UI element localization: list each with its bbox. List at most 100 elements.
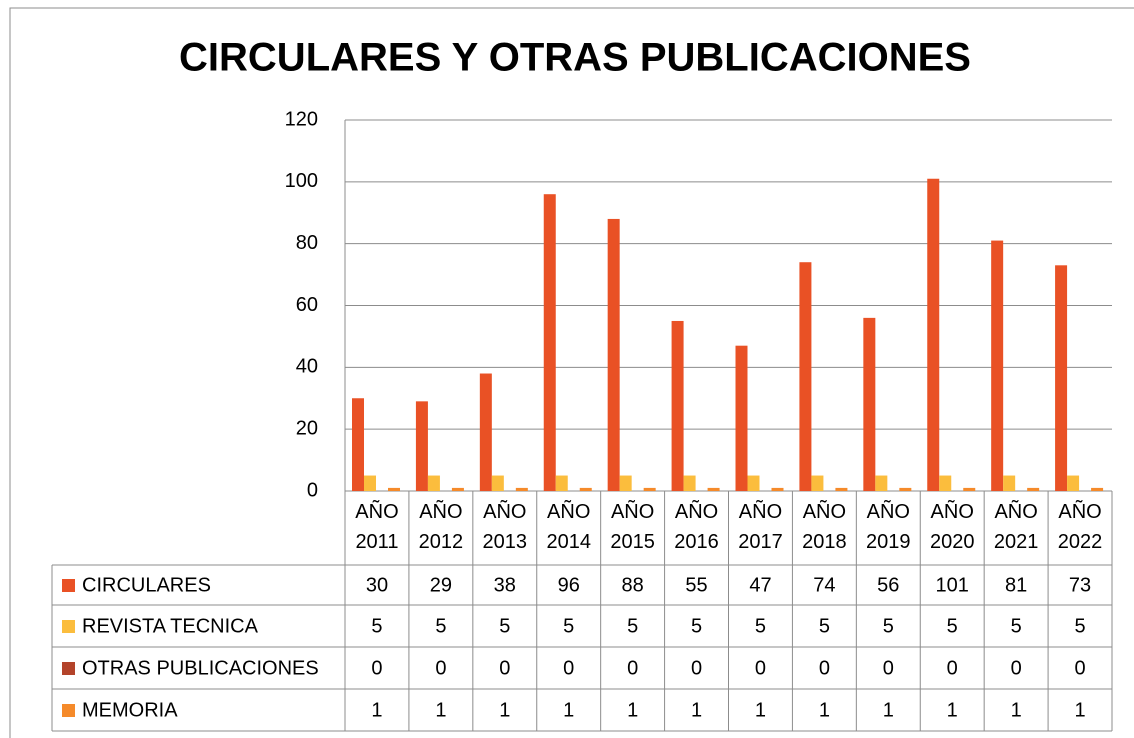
bar [683,475,696,491]
y-tick-label: 20 [296,417,318,439]
bar [671,320,684,491]
table-value: 5 [883,615,894,637]
table-value: 0 [499,657,510,679]
bar [1027,487,1040,491]
table-value: 5 [755,615,766,637]
bar [1003,475,1016,491]
x-tick-label: AÑO 2011 [355,501,399,553]
table-value: 1 [499,699,510,721]
legend-label: CIRCULARES [82,574,211,596]
table-value: 5 [435,615,446,637]
legend-swatch [62,704,75,717]
table-value: 1 [435,699,446,721]
bar [747,475,760,491]
bar [619,475,632,491]
table-value: 29 [430,574,452,596]
table-value: 5 [627,615,638,637]
y-tick-label: 80 [296,232,318,254]
bar [388,487,400,491]
table-value: 0 [691,657,702,679]
table-value: 5 [947,615,958,637]
x-tick-label: AÑO 2017 [738,501,783,553]
table-value: 0 [883,657,894,679]
table-value: 5 [1074,615,1085,637]
bar [352,398,364,491]
table-value: 101 [936,574,969,596]
y-tick-label: 40 [296,356,318,378]
bar [991,240,1004,491]
bar [415,401,428,491]
legend-swatch [62,579,75,592]
table-value: 0 [371,657,382,679]
bar [1067,475,1080,491]
legend-swatch [62,662,75,675]
table-value: 96 [558,574,580,596]
table-value: 5 [371,615,382,637]
table-value: 5 [563,615,574,637]
table-value: 38 [494,574,516,596]
bar [643,487,656,491]
bar [1055,265,1068,491]
bar [543,194,556,491]
table-value: 73 [1069,574,1091,596]
bar [451,487,464,491]
x-tick-label: AÑO 2013 [482,501,528,553]
bar [927,178,940,491]
bar [799,262,812,491]
y-tick-label: 120 [285,108,318,130]
bar [515,487,528,491]
x-tick-label: AÑO 2016 [674,501,719,553]
x-tick-label: AÑO 2015 [610,501,655,553]
table-value: 0 [435,657,446,679]
table-value: 1 [563,699,574,721]
bar [811,475,824,491]
x-tick-label: AÑO 2021 [993,501,1039,553]
table-value: 56 [877,574,899,596]
bar [364,475,376,491]
table-value: 1 [947,699,958,721]
table-value: 5 [691,615,702,637]
table-value: 0 [819,657,830,679]
bar [1091,487,1104,491]
table-value: 81 [1005,574,1027,596]
x-tick-label: AÑO 2012 [418,501,464,553]
table-value: 55 [685,574,707,596]
table-value: 5 [499,615,510,637]
y-tick-label: 60 [296,294,318,316]
bar [579,487,592,491]
table-value: 88 [622,574,644,596]
table-value: 1 [755,699,766,721]
x-tick-label: AÑO 2014 [546,501,591,553]
table-value: 0 [627,657,638,679]
x-tick-label: AÑO 2019 [866,501,911,553]
table-value: 0 [1011,657,1022,679]
bar [427,475,440,491]
x-tick-label: AÑO 2018 [802,501,847,553]
bar [963,487,976,491]
table-value: 0 [1074,657,1085,679]
legend-label: OTRAS PUBLICACIONES [82,657,319,679]
legend-swatch [62,620,75,633]
table-value: 47 [749,574,771,596]
bar [707,487,720,491]
table-value: 1 [1011,699,1022,721]
table-value: 0 [755,657,766,679]
x-tick-label: AÑO 2020 [929,501,975,553]
table-value: 1 [1074,699,1085,721]
chart-border [9,7,1134,738]
x-tick-label: AÑO 2022 [1057,501,1103,553]
bar [607,218,620,491]
y-tick-label: 0 [307,479,318,501]
y-tick-label: 100 [285,170,318,192]
bar [875,475,888,491]
legend-label: REVISTA TECNICA [82,615,259,637]
bar [899,487,912,491]
table-value: 0 [563,657,574,679]
chart-title: CIRCULARES Y OTRAS PUBLICACIONES [179,36,971,80]
bar [863,317,876,491]
bar [835,487,848,491]
table-value: 1 [883,699,894,721]
table-value: 1 [627,699,638,721]
legend-label: MEMORIA [82,699,178,721]
